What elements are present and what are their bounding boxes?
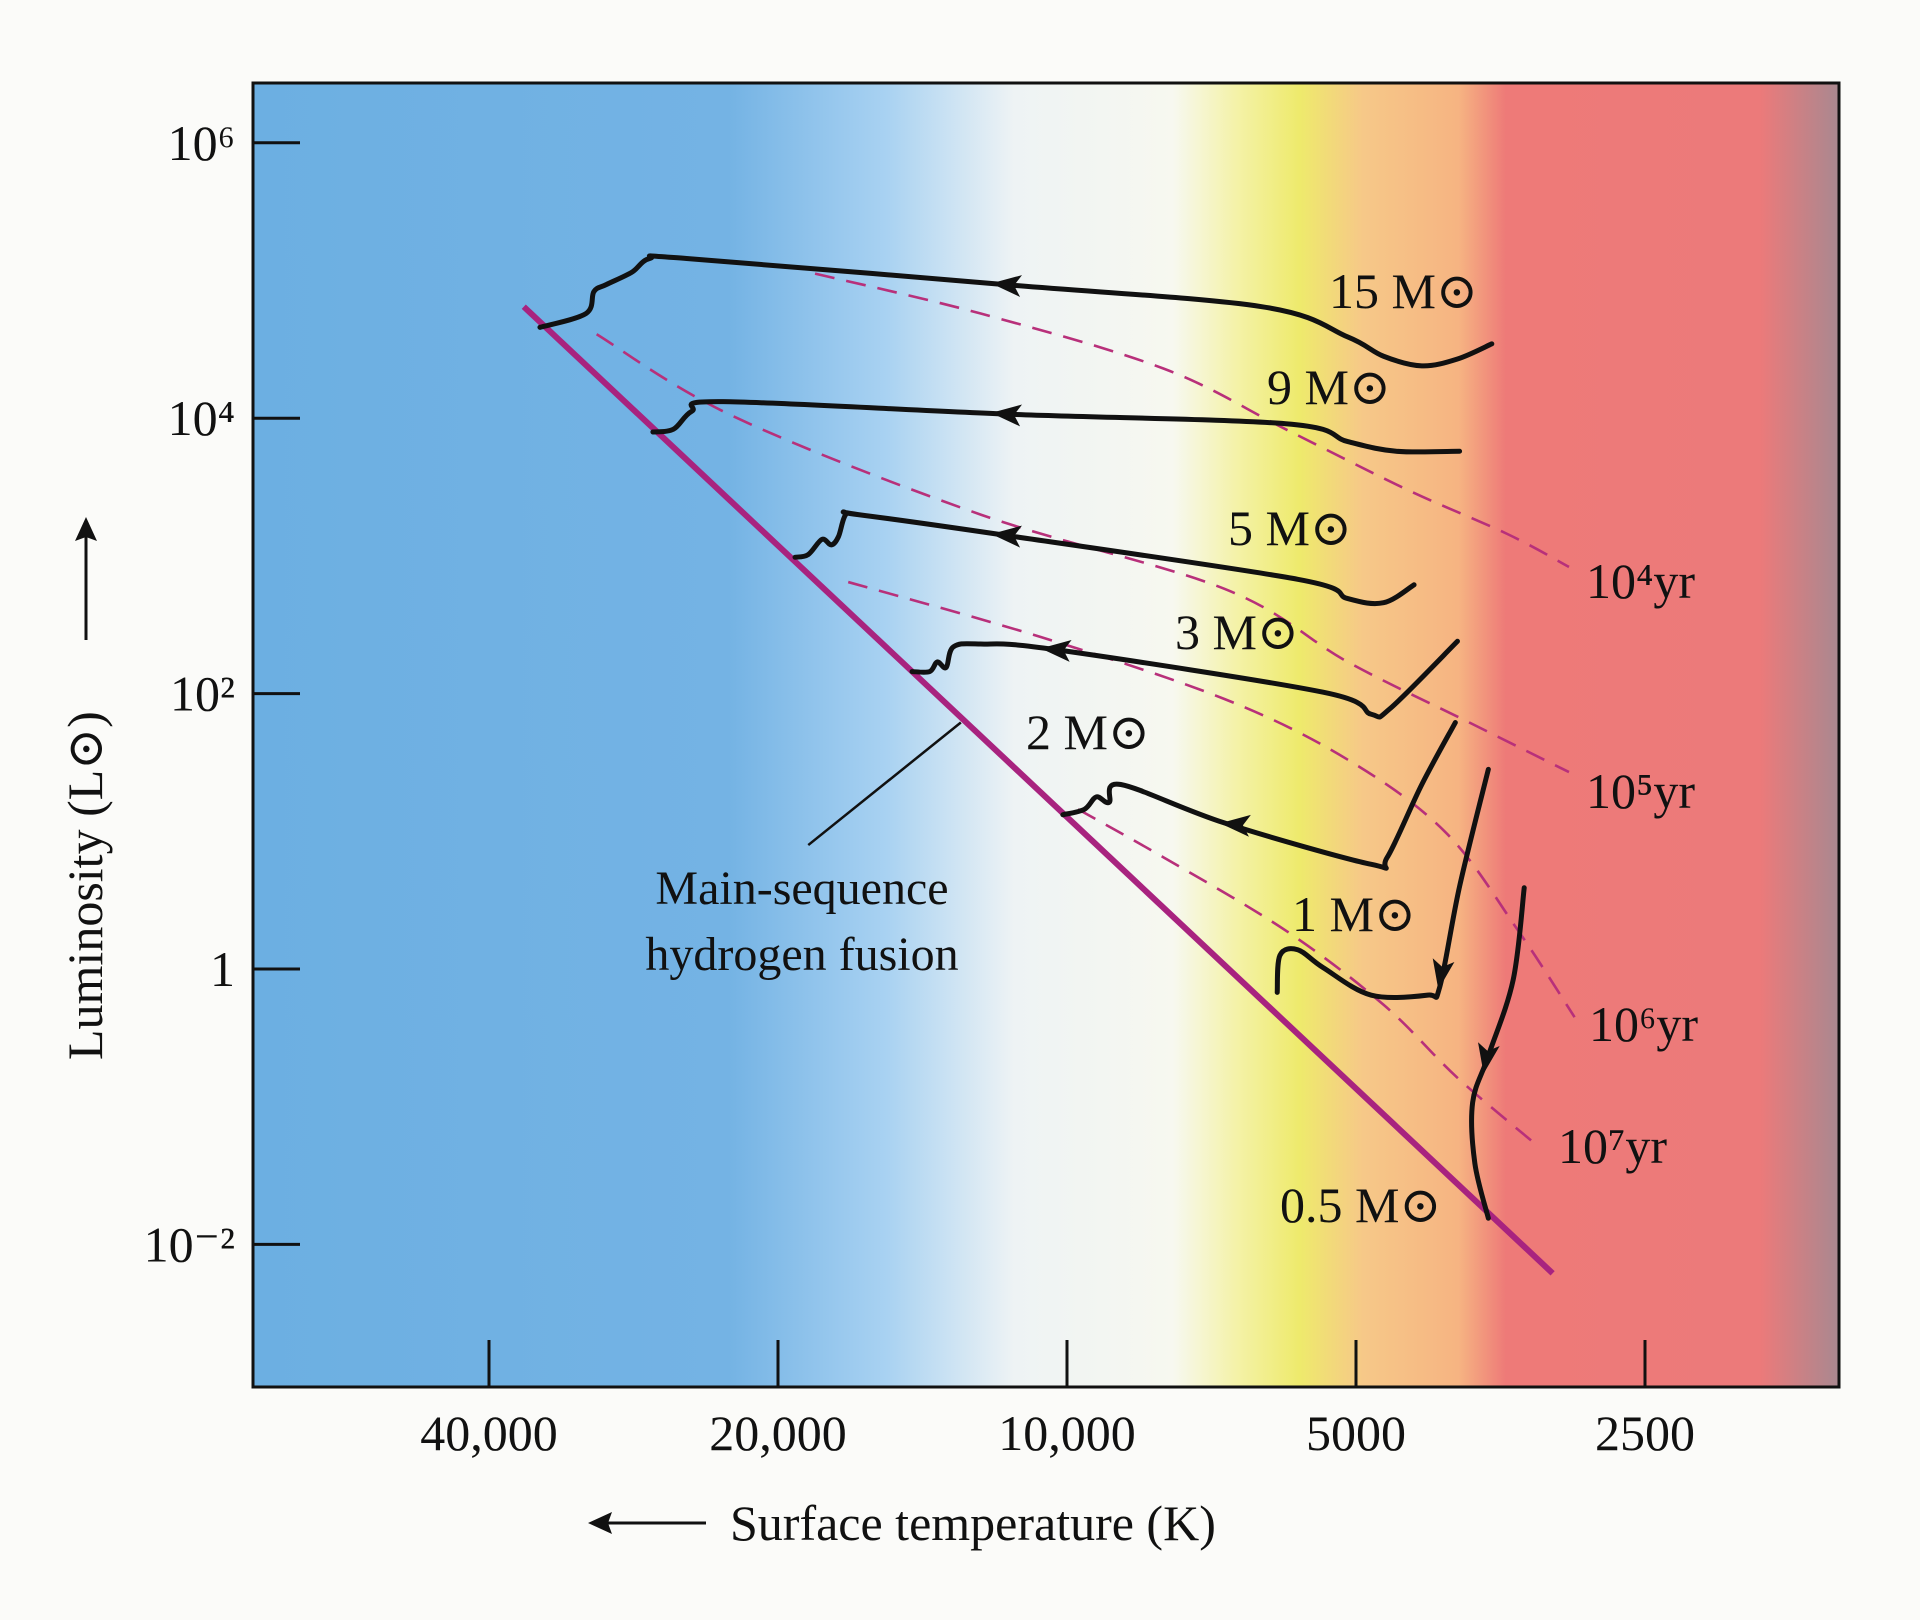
evolution-track <box>537 253 1495 369</box>
track-arrow-icon <box>1220 814 1251 837</box>
y-tick-label: 10⁴ <box>168 390 235 446</box>
mass-label: 0.5 M⊙ <box>1280 1177 1441 1233</box>
mass-label: 15 M⊙ <box>1329 263 1478 319</box>
x-tick-label: 20,000 <box>709 1405 847 1461</box>
isochrone-line <box>847 580 1576 1018</box>
y-tick-label: 10⁻² <box>144 1216 235 1272</box>
isochrone-line <box>814 272 1570 569</box>
plot-background <box>253 83 1839 1387</box>
x-tick-label: 40,000 <box>420 1405 558 1461</box>
track-arrow-icon <box>991 404 1023 427</box>
main-sequence-pointer-line <box>807 721 962 847</box>
x-tick-label: 2500 <box>1595 1405 1695 1461</box>
isochrone-label: 10⁶yr <box>1589 996 1698 1052</box>
evolution-track <box>1274 766 1491 1001</box>
y-axis-label: Luminosity (L⊙) <box>57 711 113 1060</box>
evolution-track <box>909 638 1460 720</box>
y-axis-title: Luminosity (L⊙) <box>57 517 113 1060</box>
track-arrow-icon <box>1040 639 1072 662</box>
evolution-track <box>792 509 1417 607</box>
y-tick-label: 10⁶ <box>168 115 235 171</box>
main-sequence-label-line2: hydrogen fusion <box>645 928 958 981</box>
isochrone-label: 10⁷yr <box>1558 1118 1667 1174</box>
main-sequence-label-line1: Main-sequence <box>655 862 948 915</box>
evolution-track <box>1469 885 1527 1221</box>
x-tick-label: 10,000 <box>998 1405 1136 1461</box>
mass-label: 3 M⊙ <box>1175 604 1299 660</box>
plot-frame <box>251 81 1841 1389</box>
track-arrow-icon <box>991 275 1023 297</box>
track-arrow-icon <box>1478 1042 1500 1074</box>
track-arrow-icon <box>1432 958 1455 990</box>
mass-label: 2 M⊙ <box>1026 704 1150 760</box>
up-arrow-head <box>75 517 97 541</box>
x-axis-label: Surface temperature (K) <box>730 1495 1216 1551</box>
main-sequence-line <box>521 304 1555 1276</box>
isochrone-label: 10⁵yr <box>1586 763 1695 819</box>
track-arrow-icon <box>991 525 1023 548</box>
mass-label: 5 M⊙ <box>1228 500 1352 556</box>
isochrone-line <box>595 333 1570 774</box>
mass-label: 9 M⊙ <box>1267 359 1391 415</box>
x-axis-title: Surface temperature (K) <box>588 1495 1216 1551</box>
x-tick-label: 5000 <box>1306 1405 1406 1461</box>
y-tick-label: 1 <box>210 941 235 997</box>
left-arrow-head <box>588 1512 612 1534</box>
y-tick-label: 10² <box>170 666 235 722</box>
mass-label: 1 M⊙ <box>1292 886 1416 942</box>
isochrone-label: 10⁴yr <box>1586 553 1695 609</box>
isochrone-line <box>1077 808 1538 1147</box>
evolution-track <box>1060 720 1458 871</box>
